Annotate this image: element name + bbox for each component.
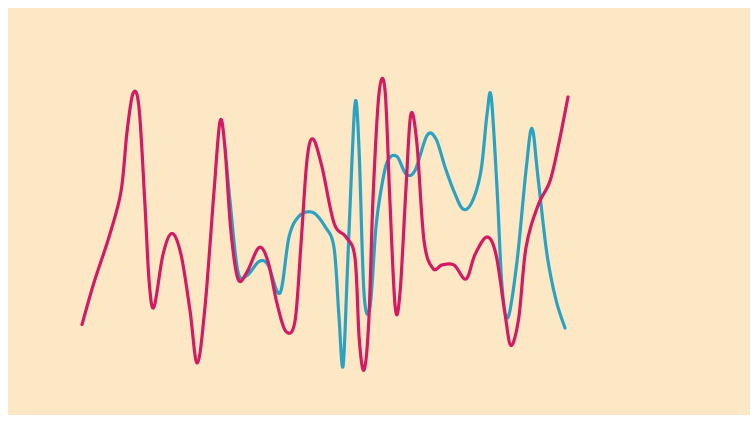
series-layer [80,76,570,372]
series-line-magenta [80,76,570,372]
chart-panel [8,8,750,415]
